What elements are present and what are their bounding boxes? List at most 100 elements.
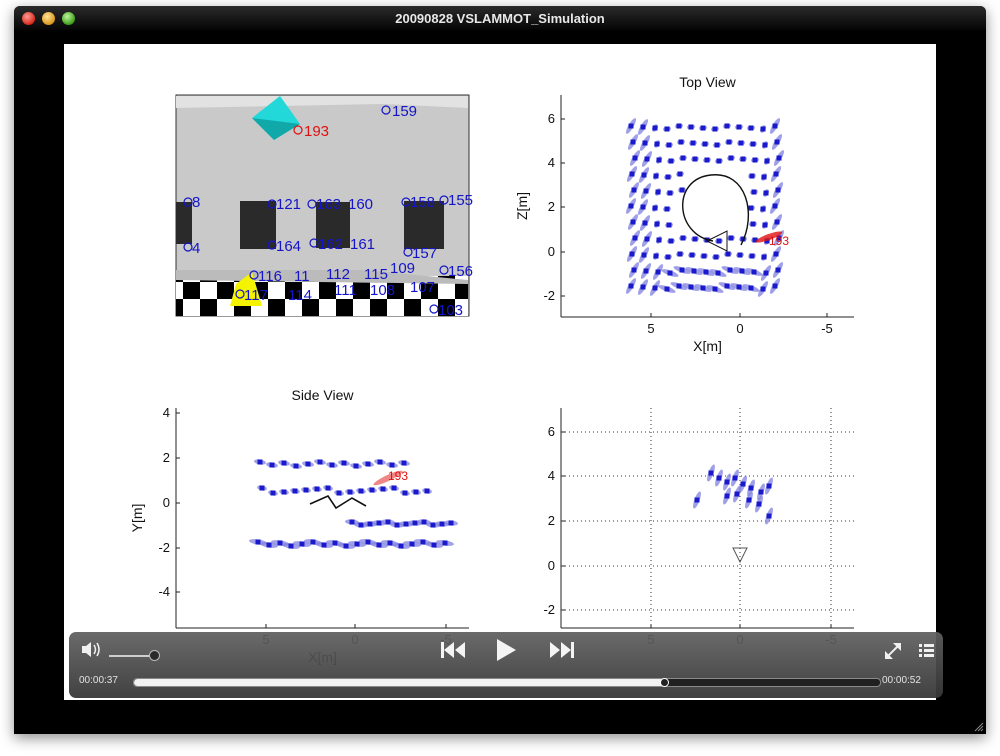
- landmark-marker: [702, 141, 708, 147]
- landmark-marker: [365, 461, 371, 467]
- resize-grip[interactable]: [972, 720, 984, 732]
- y-tick-label: -2: [158, 540, 170, 555]
- landmark-marker: [766, 513, 772, 519]
- landmark-marker: [358, 522, 364, 528]
- x-axis-label: X[m]: [693, 338, 722, 354]
- landmark-marker: [288, 543, 294, 549]
- landmark-marker: [367, 521, 373, 527]
- feature-label: 163: [316, 196, 341, 213]
- next-button[interactable]: [550, 642, 574, 658]
- landmark-marker: [724, 493, 730, 499]
- feature-label: 157: [412, 245, 437, 262]
- landmark-marker: [688, 124, 694, 130]
- landmark-marker: [641, 252, 647, 258]
- feature-label: 162: [318, 236, 343, 253]
- landmark-marker: [748, 125, 754, 131]
- landmark-marker: [644, 156, 650, 162]
- landmark-marker: [654, 141, 660, 147]
- play-button[interactable]: [497, 639, 516, 661]
- feature-label: 4: [192, 240, 200, 257]
- landmark-marker: [305, 461, 311, 467]
- landmark-marker: [257, 459, 263, 465]
- y-tick-label: 4: [548, 468, 555, 483]
- landmark-marker: [325, 485, 331, 491]
- plot-area: [561, 95, 854, 317]
- y-tick-label: 4: [163, 405, 170, 420]
- landmark-marker: [303, 487, 309, 493]
- landmark-marker: [354, 541, 360, 547]
- volume-knob[interactable]: [149, 650, 160, 661]
- video-frame: 159 193 8 121 163 160 158 155 4 164 162 …: [64, 44, 936, 700]
- landmark-marker: [369, 487, 375, 493]
- landmark-marker: [668, 238, 674, 244]
- landmark-marker: [376, 520, 382, 526]
- y-tick-label: 6: [548, 111, 555, 126]
- progress-fill: [134, 679, 664, 686]
- landmark-marker: [654, 221, 660, 227]
- landmark-marker: [299, 541, 305, 547]
- landmark-marker: [752, 157, 758, 163]
- landmark-marker: [292, 488, 298, 494]
- progress-scrubber[interactable]: [133, 678, 881, 687]
- volume-slider[interactable]: [109, 655, 153, 657]
- landmark-marker: [732, 475, 738, 481]
- landmark-marker: [640, 284, 646, 290]
- close-window-button[interactable]: [22, 12, 35, 25]
- landmark-marker: [347, 489, 353, 495]
- landmark-marker: [724, 283, 730, 289]
- landmark-marker: [277, 540, 283, 546]
- feature-label: 155: [448, 192, 473, 209]
- landmark-marker: [751, 189, 757, 195]
- landmark-marker: [424, 488, 430, 494]
- plot-title: Side View: [291, 387, 354, 403]
- highlight-landmark-label: 193: [769, 234, 789, 248]
- landmark-marker: [700, 285, 706, 291]
- landmark-marker: [439, 521, 445, 527]
- landmark-marker: [644, 236, 650, 242]
- highlight-ellipse: [373, 470, 403, 486]
- landmark-marker: [266, 542, 272, 548]
- landmark-marker: [377, 459, 383, 465]
- landmark-marker: [736, 124, 742, 130]
- landmark-marker: [631, 187, 637, 193]
- playhead[interactable]: [659, 678, 669, 687]
- landmark-marker: [401, 460, 407, 466]
- feature-label: 114: [288, 287, 312, 304]
- landmark-marker: [728, 235, 734, 241]
- landmark-marker: [358, 488, 364, 494]
- landmark-marker: [749, 253, 755, 259]
- landmark-marker: [728, 155, 734, 161]
- landmark-marker: [640, 124, 646, 130]
- landmark-marker: [640, 204, 646, 210]
- landmark-marker: [762, 142, 768, 148]
- landmark-marker: [691, 268, 697, 274]
- chapters-list-icon[interactable]: [919, 644, 934, 657]
- landmark-marker: [270, 490, 276, 496]
- landmark-marker: [642, 140, 648, 146]
- landmark-marker: [734, 491, 740, 497]
- landmark-marker: [677, 171, 683, 177]
- previous-button[interactable]: [441, 642, 465, 658]
- x-tick-label: 5: [647, 321, 654, 336]
- volume-icon[interactable]: [82, 642, 100, 657]
- feature-label: 116: [258, 268, 282, 285]
- feature-label: 115: [364, 266, 388, 283]
- player-window: 20090828 VSLAMMOT_Simulation: [14, 6, 986, 734]
- landmark-marker: [766, 483, 772, 489]
- fullscreen-icon[interactable]: [885, 643, 901, 659]
- landmark-marker: [704, 157, 710, 163]
- landmark-marker: [665, 174, 671, 180]
- landmark-marker: [317, 459, 323, 465]
- feature-label: 160: [348, 196, 373, 213]
- landmark-marker: [700, 125, 706, 131]
- playback-controls: 00:00:37 00:00:52: [69, 632, 943, 698]
- title-bar[interactable]: 20090828 VSLAMMOT_Simulation: [14, 6, 986, 30]
- zoom-window-button[interactable]: [62, 12, 75, 25]
- minimize-window-button[interactable]: [42, 12, 55, 25]
- landmark-marker: [387, 540, 393, 546]
- landmark-marker: [677, 251, 683, 257]
- camera-feature-labels: 159 193 8 121 163 160 158 155 4 164 162 …: [192, 103, 473, 319]
- camera-trajectory: [682, 174, 749, 246]
- landmark-marker: [281, 489, 287, 495]
